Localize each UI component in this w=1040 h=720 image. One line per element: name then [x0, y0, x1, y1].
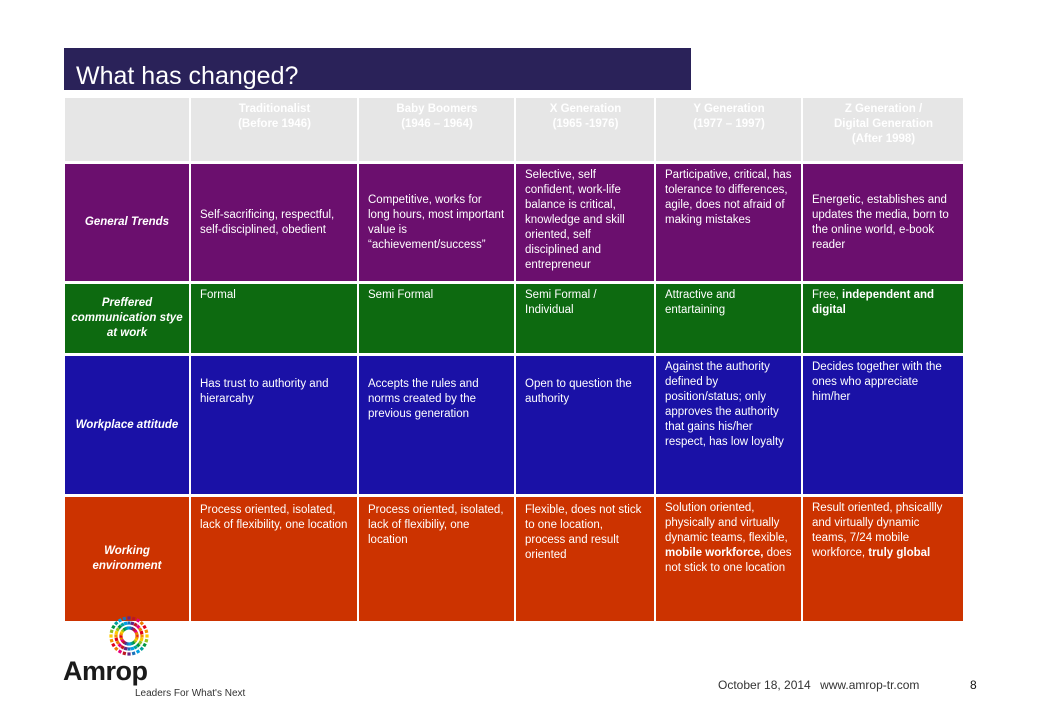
footer: October 18, 2014 www.amrop-tr.com	[718, 678, 925, 692]
row-label-working-environment: Working environment	[65, 497, 189, 621]
header-baby-boomers: Baby Boomers (1946 – 1964)	[359, 98, 514, 161]
amrop-logo: Amrop Leaders For What's Next	[63, 612, 246, 712]
footer-url: www.amrop-tr.com	[820, 678, 920, 692]
amrop-burst-icon	[109, 616, 149, 656]
cell-comm-y-generation: Attractive and entartaining	[656, 284, 801, 353]
cell-comm-baby-boomers: Semi Formal	[359, 284, 514, 353]
cell-attitude-baby-boomers: Accepts the rules and norms created by t…	[359, 356, 514, 494]
cell-env-traditionalist: Process oriented, isolated, lack of flex…	[191, 497, 357, 621]
logo-wordmark: Amrop	[63, 656, 148, 686]
cell-trends-y-generation: Participative, critical, has tolerance t…	[656, 164, 801, 281]
cell-comm-traditionalist: Formal	[191, 284, 357, 353]
row-label-general-trends: General Trends	[65, 164, 189, 281]
header-y-generation: Y Generation (1977 – 1997)	[656, 98, 801, 161]
slide-title: What has changed?	[76, 62, 299, 90]
header-traditionalist: Traditionalist (Before 1946)	[191, 98, 357, 161]
row-workplace-attitude: Workplace attitude Has trust to authorit…	[65, 356, 963, 494]
cell-comm-z-generation: Free, independent and digital	[803, 284, 963, 353]
cell-trends-z-generation: Energetic, establishes and updates the m…	[803, 164, 963, 281]
row-label-workplace-attitude: Workplace attitude	[65, 356, 189, 494]
header-x-generation: X Generation (1965 -1976)	[516, 98, 654, 161]
cell-attitude-z-generation: Decides together with the ones who appre…	[803, 356, 963, 494]
cell-attitude-x-generation: Open to question the authority	[516, 356, 654, 494]
cell-trends-traditionalist: Self-sacrificing, respectful, self-disci…	[191, 164, 357, 281]
header-z-generation: Z Generation / Digital Generation (After 1…	[803, 98, 963, 161]
logo-tagline: Leaders For What's Next	[135, 688, 246, 699]
row-label-communication: Preffered communication stye at work	[65, 284, 189, 353]
footer-date: October 18, 2014	[718, 678, 811, 692]
cell-trends-x-generation: Selective, self confident, work-life bal…	[516, 164, 654, 281]
row-general-trends: General Trends Self-sacrificing, respect…	[65, 164, 963, 281]
title-bar: What has changed?	[64, 48, 691, 90]
cell-attitude-y-generation: Against the authority defined by positio…	[656, 356, 801, 494]
generations-table: Traditionalist (Before 1946) Baby Boomers…	[63, 95, 965, 624]
cell-trends-baby-boomers: Competitive, works for long hours, most …	[359, 164, 514, 281]
cell-env-baby-boomers: Process oriented, isolated, lack of flex…	[359, 497, 514, 621]
cell-attitude-traditionalist: Has trust to authority and hierarcahy	[191, 356, 357, 494]
row-communication: Preffered communication stye at work For…	[65, 284, 963, 353]
page-number: 8	[970, 678, 977, 692]
header-row: Traditionalist (Before 1946) Baby Boomers…	[65, 98, 963, 161]
row-working-environment: Working environment Process oriented, is…	[65, 497, 963, 621]
cell-env-x-generation: Flexible, does not stick to one location…	[516, 497, 654, 621]
header-corner	[65, 98, 189, 161]
cell-env-y-generation: Solution oriented, physically and virtua…	[656, 497, 801, 621]
cell-comm-x-generation: Semi Formal / Individual	[516, 284, 654, 353]
cell-env-z-generation: Result oriented, phsicallly and virtuall…	[803, 497, 963, 621]
